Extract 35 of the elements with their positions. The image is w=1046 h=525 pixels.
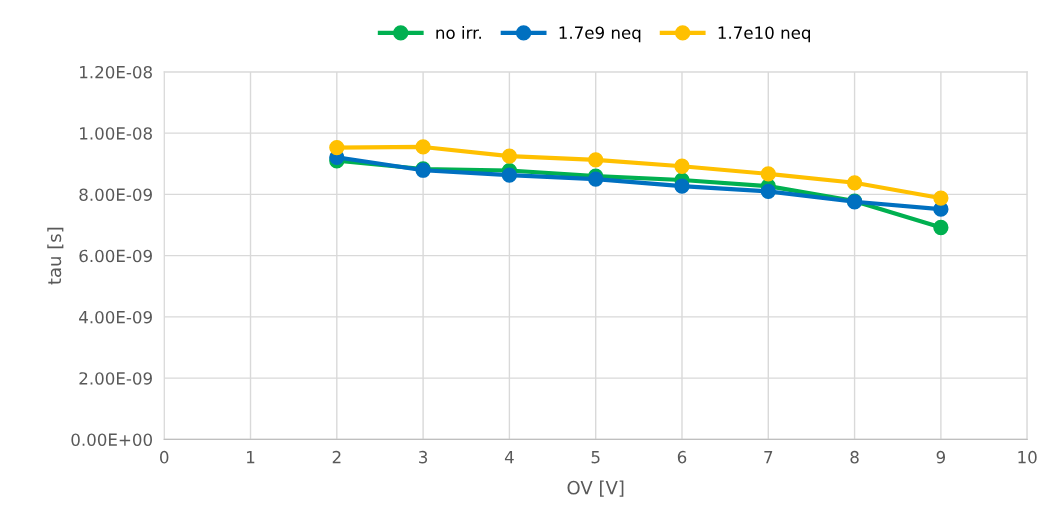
point (760, 166, 776, 182)
y-tick-label: 8.00E-09 (79, 188, 152, 201)
x-axis-title: OV [V] (567, 480, 624, 497)
point (846, 175, 863, 191)
x-tick-label: 8 (850, 450, 859, 464)
point (501, 148, 518, 164)
point (329, 139, 345, 156)
x-tick-label: 9 (936, 450, 946, 464)
legend-label: no irr. (436, 26, 481, 39)
legend-label: 1.7e9 neq (559, 26, 641, 43)
point (933, 219, 949, 236)
point (588, 152, 604, 168)
x-tick-label: 6 (677, 450, 687, 464)
point (415, 139, 431, 155)
y-tick-label: 2.00E-09 (79, 372, 152, 385)
point (501, 167, 518, 183)
y-tick-label: 6.00E-09 (79, 249, 152, 263)
point (933, 190, 949, 206)
x-tick-label: 1 (247, 451, 255, 464)
x-tick-label: 0 (160, 450, 169, 464)
y-tick-label: 0.00E+00 (71, 433, 152, 446)
point (674, 178, 690, 194)
legend-label: 1.7e10 neq (718, 26, 810, 43)
y-tick-label: 1.00E-08 (80, 127, 152, 140)
y-axis-title: tau [s] (47, 227, 64, 285)
x-tick-label: 10 (1018, 450, 1037, 464)
x-tick-label: 2 (332, 450, 341, 464)
y-tick-label: 1.20E-08 (80, 65, 152, 79)
x-tick-label: 7 (764, 451, 773, 464)
y-tick-label: 4.00E-09 (79, 310, 152, 324)
point (674, 158, 690, 174)
x-tick-label: 3 (419, 450, 428, 464)
x-tick-label: 5 (591, 451, 600, 464)
point (760, 183, 776, 200)
x-tick-label: 4 (504, 451, 514, 464)
